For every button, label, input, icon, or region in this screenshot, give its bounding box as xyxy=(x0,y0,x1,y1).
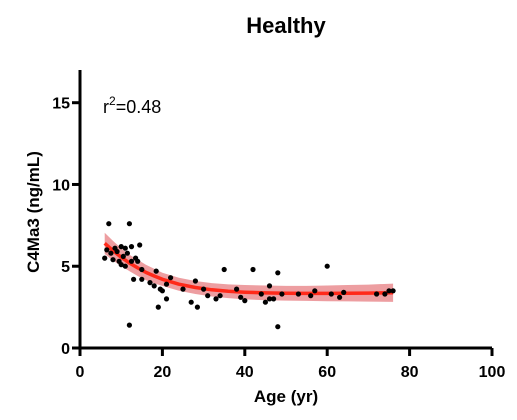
r-squared-value: =0.48 xyxy=(116,97,162,117)
data-point xyxy=(390,288,396,294)
data-point xyxy=(258,291,264,297)
data-point xyxy=(108,250,114,256)
data-point xyxy=(194,304,200,310)
data-point xyxy=(137,242,143,248)
data-point xyxy=(163,296,170,302)
x-tick-label: 0 xyxy=(76,364,85,381)
data-point xyxy=(238,294,244,300)
data-point xyxy=(266,283,273,289)
data-point xyxy=(135,258,141,264)
y-axis-label: C4Ma3 (ng/mL) xyxy=(24,151,43,273)
y-tick-label: 10 xyxy=(52,177,70,194)
x-tick-label: 40 xyxy=(236,364,254,381)
data-point xyxy=(104,247,110,253)
data-point xyxy=(120,253,126,259)
data-point xyxy=(374,291,380,297)
data-point xyxy=(234,286,240,292)
x-tick-label: 100 xyxy=(479,364,506,381)
x-tick-label: 20 xyxy=(154,364,172,381)
data-point xyxy=(139,276,145,282)
data-point xyxy=(159,288,165,294)
data-point xyxy=(312,288,318,294)
data-point xyxy=(163,281,170,287)
data-point xyxy=(201,286,207,292)
r-squared-exponent: 2 xyxy=(109,94,116,108)
data-point xyxy=(110,257,116,263)
r-squared-base: r xyxy=(103,97,109,117)
y-tick-label: 0 xyxy=(61,341,70,358)
data-point xyxy=(242,298,248,304)
data-point xyxy=(324,263,330,269)
data-point xyxy=(124,250,130,256)
x-axis-label: Age (yr) xyxy=(254,387,318,406)
data-point xyxy=(114,248,120,255)
data-point xyxy=(147,280,153,286)
data-point xyxy=(295,291,301,297)
data-point xyxy=(279,291,285,297)
data-point xyxy=(337,294,343,300)
x-tick-label: 80 xyxy=(401,364,419,381)
data-point xyxy=(128,258,135,264)
data-point xyxy=(128,244,135,250)
chart-title: Healthy xyxy=(246,13,326,38)
data-point xyxy=(266,296,273,302)
data-point xyxy=(275,270,281,276)
data-point xyxy=(308,293,314,299)
data-point xyxy=(118,244,124,250)
data-point xyxy=(188,299,194,305)
data-point xyxy=(155,304,161,310)
data-point xyxy=(250,266,256,273)
data-point xyxy=(217,293,223,299)
data-point xyxy=(131,276,137,282)
data-point xyxy=(386,288,392,294)
data-point xyxy=(126,322,132,328)
data-point xyxy=(213,296,219,302)
r-squared-annotation: r2=0.48 xyxy=(103,94,161,117)
axes: 0 20 40 60 80 100 0 5 10 15 xyxy=(52,70,505,381)
data-point xyxy=(102,255,108,261)
data-point xyxy=(151,283,157,289)
data-point xyxy=(192,278,198,284)
data-point xyxy=(122,263,128,269)
data-point xyxy=(118,262,124,268)
data-point xyxy=(341,289,347,295)
data-point xyxy=(180,286,186,292)
data-point xyxy=(328,291,334,297)
data-point xyxy=(262,299,268,305)
data-point xyxy=(122,245,128,251)
x-tick-label: 60 xyxy=(318,364,336,381)
data-point xyxy=(221,266,227,273)
data-point xyxy=(275,324,281,330)
y-tick-label: 15 xyxy=(52,96,70,113)
data-point xyxy=(271,296,277,302)
data-point xyxy=(382,291,388,297)
data-point xyxy=(205,293,211,299)
y-tick-label: 5 xyxy=(61,259,70,276)
data-point xyxy=(106,221,112,227)
data-point xyxy=(153,268,159,274)
plot-area xyxy=(102,221,396,330)
data-point xyxy=(139,266,145,273)
data-point xyxy=(168,275,174,281)
data-point xyxy=(126,221,132,227)
